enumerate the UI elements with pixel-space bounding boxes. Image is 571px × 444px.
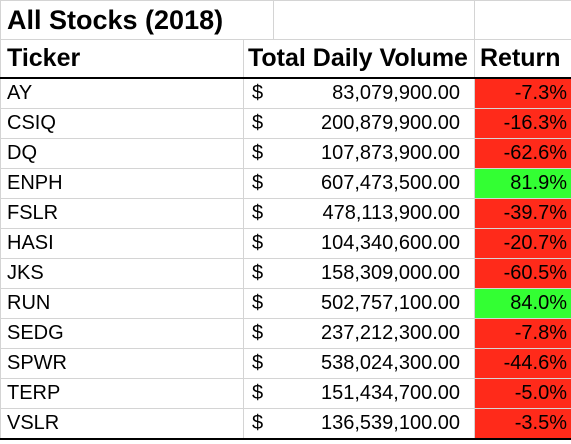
ticker-cell[interactable]: JKS [0,258,244,289]
volume-cell[interactable]: 237,212,300.00 [273,318,475,349]
empty-cell[interactable] [243,0,274,40]
currency-symbol[interactable]: $ [243,168,274,199]
title-row: All Stocks (2018) [0,0,571,40]
volume-cell[interactable]: 104,340,600.00 [273,228,475,259]
return-cell[interactable]: -5.0% [474,378,571,409]
currency-symbol[interactable]: $ [243,138,274,169]
table-row: DQ $107,873,900.00 -62.6% [0,138,571,169]
empty-cell[interactable] [474,0,571,40]
table-row: VSLR $136,539,100.00 -3.5% [0,408,571,440]
table-row: JKS $158,309,000.00 -60.5% [0,258,571,289]
volume-cell[interactable]: 136,539,100.00 [273,408,475,440]
currency-symbol[interactable]: $ [243,198,274,229]
currency-symbol[interactable]: $ [243,408,274,440]
currency-symbol[interactable]: $ [243,77,274,109]
table-row: SPWR $538,024,300.00 -44.6% [0,348,571,379]
currency-symbol[interactable]: $ [243,348,274,379]
ticker-cell[interactable]: SPWR [0,348,244,379]
currency-symbol[interactable]: $ [243,108,274,139]
volume-cell[interactable]: 502,757,100.00 [273,288,475,319]
return-cell[interactable]: -39.7% [474,198,571,229]
table-row: FSLR $478,113,900.00 -39.7% [0,198,571,229]
currency-symbol[interactable]: $ [243,228,274,259]
table-row: CSIQ $200,879,900.00 -16.3% [0,108,571,139]
return-cell[interactable]: -62.6% [474,138,571,169]
header-ticker[interactable]: Ticker [0,39,244,79]
return-cell[interactable]: 81.9% [474,168,571,199]
ticker-cell[interactable]: CSIQ [0,108,244,139]
currency-symbol[interactable]: $ [243,258,274,289]
currency-symbol[interactable]: $ [243,318,274,349]
table-row: SEDG $237,212,300.00 -7.8% [0,318,571,349]
table-row: RUN $502,757,100.00 84.0% [0,288,571,319]
return-cell[interactable]: -7.3% [474,77,571,109]
volume-cell[interactable]: 478,113,900.00 [273,198,475,229]
ticker-cell[interactable]: HASI [0,228,244,259]
header-total-daily-volume[interactable]: Total Daily Volume [243,39,475,79]
header-return[interactable]: Return [474,39,571,79]
return-cell[interactable]: -44.6% [474,348,571,379]
table-row: TERP $151,434,700.00 -5.0% [0,378,571,409]
return-cell[interactable]: -60.5% [474,258,571,289]
header-row: Ticker Total Daily Volume Return [0,39,571,79]
sheet-title[interactable]: All Stocks (2018) [0,0,244,40]
volume-cell[interactable]: 158,309,000.00 [273,258,475,289]
ticker-cell[interactable]: VSLR [0,408,244,440]
volume-cell[interactable]: 151,434,700.00 [273,378,475,409]
volume-cell[interactable]: 200,879,900.00 [273,108,475,139]
return-cell[interactable]: -20.7% [474,228,571,259]
ticker-cell[interactable]: AY [0,77,244,109]
volume-cell[interactable]: 607,473,500.00 [273,168,475,199]
volume-cell[interactable]: 107,873,900.00 [273,138,475,169]
volume-cell[interactable]: 83,079,900.00 [273,77,475,109]
table-row: AY $83,079,900.00 -7.3% [0,77,571,109]
volume-cell[interactable]: 538,024,300.00 [273,348,475,379]
ticker-cell[interactable]: SEDG [0,318,244,349]
return-cell[interactable]: -3.5% [474,408,571,440]
empty-cell[interactable] [273,0,475,40]
return-cell[interactable]: -7.8% [474,318,571,349]
currency-symbol[interactable]: $ [243,378,274,409]
table-row: ENPH $607,473,500.00 81.9% [0,168,571,199]
ticker-cell[interactable]: TERP [0,378,244,409]
ticker-cell[interactable]: FSLR [0,198,244,229]
return-cell[interactable]: -16.3% [474,108,571,139]
currency-symbol[interactable]: $ [243,288,274,319]
return-cell[interactable]: 84.0% [474,288,571,319]
ticker-cell[interactable]: ENPH [0,168,244,199]
table-row: HASI $104,340,600.00 -20.7% [0,228,571,259]
ticker-cell[interactable]: RUN [0,288,244,319]
ticker-cell[interactable]: DQ [0,138,244,169]
